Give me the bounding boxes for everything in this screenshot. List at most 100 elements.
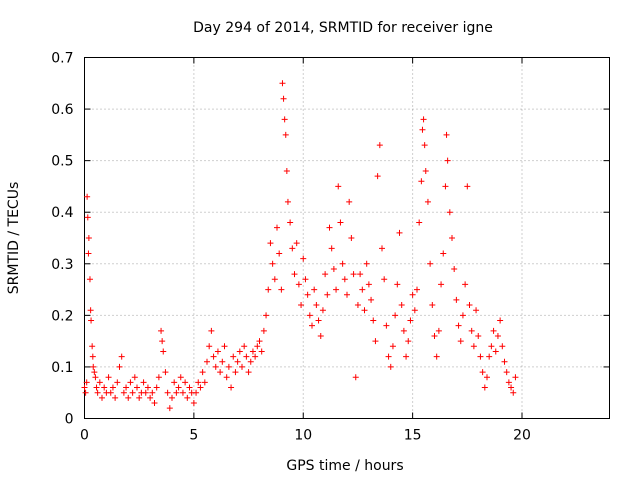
data-point xyxy=(147,394,154,401)
data-point xyxy=(363,260,370,267)
data-point xyxy=(449,235,455,241)
data-point xyxy=(84,214,91,221)
data-point xyxy=(239,363,245,370)
data-point xyxy=(411,307,418,314)
data-point xyxy=(503,369,510,376)
data-point xyxy=(339,260,346,267)
data-point xyxy=(280,95,287,102)
data-point xyxy=(466,302,473,309)
data-point xyxy=(173,389,180,396)
data-point xyxy=(443,131,450,138)
data-point xyxy=(451,265,458,272)
data-point xyxy=(293,240,300,247)
data-point xyxy=(374,173,381,180)
data-point xyxy=(435,327,442,334)
data-point xyxy=(433,353,440,360)
data-point xyxy=(263,312,270,319)
data-point xyxy=(232,369,239,376)
data-point xyxy=(383,322,390,329)
data-point xyxy=(322,271,329,278)
y-tick-label: 0 xyxy=(65,412,74,428)
data-point xyxy=(481,384,488,391)
data-point xyxy=(96,379,103,386)
data-point xyxy=(88,317,95,324)
data-point xyxy=(420,116,427,123)
data-point xyxy=(267,240,274,247)
data-point xyxy=(160,348,167,355)
data-point xyxy=(300,255,307,262)
data-point xyxy=(419,126,426,133)
data-point xyxy=(306,312,313,319)
data-point xyxy=(254,343,261,350)
data-point xyxy=(361,307,368,314)
data-point xyxy=(116,363,123,370)
data-point xyxy=(512,374,519,381)
data-point xyxy=(129,389,136,396)
data-point xyxy=(357,271,364,278)
data-point xyxy=(350,271,357,278)
data-point xyxy=(359,286,366,293)
data-point xyxy=(324,291,331,298)
data-point xyxy=(344,291,350,298)
data-point xyxy=(159,338,166,345)
data-point xyxy=(162,369,169,376)
data-point xyxy=(123,384,130,391)
data-point xyxy=(392,312,399,319)
data-point xyxy=(479,369,486,376)
data-point xyxy=(89,343,96,350)
data-point xyxy=(348,235,355,241)
data-point xyxy=(101,384,108,391)
data-point xyxy=(281,116,288,123)
data-point xyxy=(195,379,202,386)
data-point xyxy=(365,281,372,288)
data-point xyxy=(197,384,204,391)
data-point xyxy=(510,389,517,396)
data-point xyxy=(199,369,206,376)
data-point xyxy=(83,379,90,386)
data-point xyxy=(84,193,91,200)
grid-layer xyxy=(84,57,610,419)
data-point xyxy=(230,353,237,360)
y-tick-label: 0.3 xyxy=(51,257,73,273)
data-point xyxy=(475,332,482,339)
data-point xyxy=(389,343,396,350)
x-axis-label: GPS time / hours xyxy=(286,458,403,474)
x-tick-label: 0 xyxy=(80,428,89,444)
data-point xyxy=(477,353,484,360)
data-point xyxy=(494,332,501,339)
data-point xyxy=(105,374,112,381)
data-point xyxy=(394,281,401,288)
data-point xyxy=(387,363,394,370)
data-point xyxy=(171,379,178,386)
data-point xyxy=(249,348,256,355)
data-point xyxy=(81,384,88,391)
data-point xyxy=(464,183,471,190)
data-point xyxy=(127,379,134,386)
data-point xyxy=(86,276,93,283)
data-point xyxy=(407,317,414,324)
data-point xyxy=(501,358,508,365)
data-point xyxy=(210,353,217,360)
data-point xyxy=(446,209,453,216)
data-point xyxy=(269,260,276,267)
data-point xyxy=(225,363,232,370)
data-point xyxy=(287,219,294,226)
data-point xyxy=(330,265,337,272)
data-point xyxy=(193,389,200,396)
data-point xyxy=(302,276,309,283)
data-point xyxy=(295,281,302,288)
data-point xyxy=(155,374,162,381)
data-point xyxy=(166,405,173,412)
data-point xyxy=(112,394,119,401)
data-point xyxy=(429,302,436,309)
y-tick-label: 0.4 xyxy=(51,205,73,221)
y-axis-label: SRMTID / TECUs xyxy=(6,182,22,295)
data-point xyxy=(405,338,412,345)
data-point xyxy=(214,348,221,355)
data-point xyxy=(304,291,311,298)
data-point xyxy=(221,343,228,350)
y-tick-label: 0.7 xyxy=(51,51,73,67)
data-point xyxy=(370,317,377,324)
data-point xyxy=(381,276,388,283)
data-point xyxy=(444,157,451,164)
